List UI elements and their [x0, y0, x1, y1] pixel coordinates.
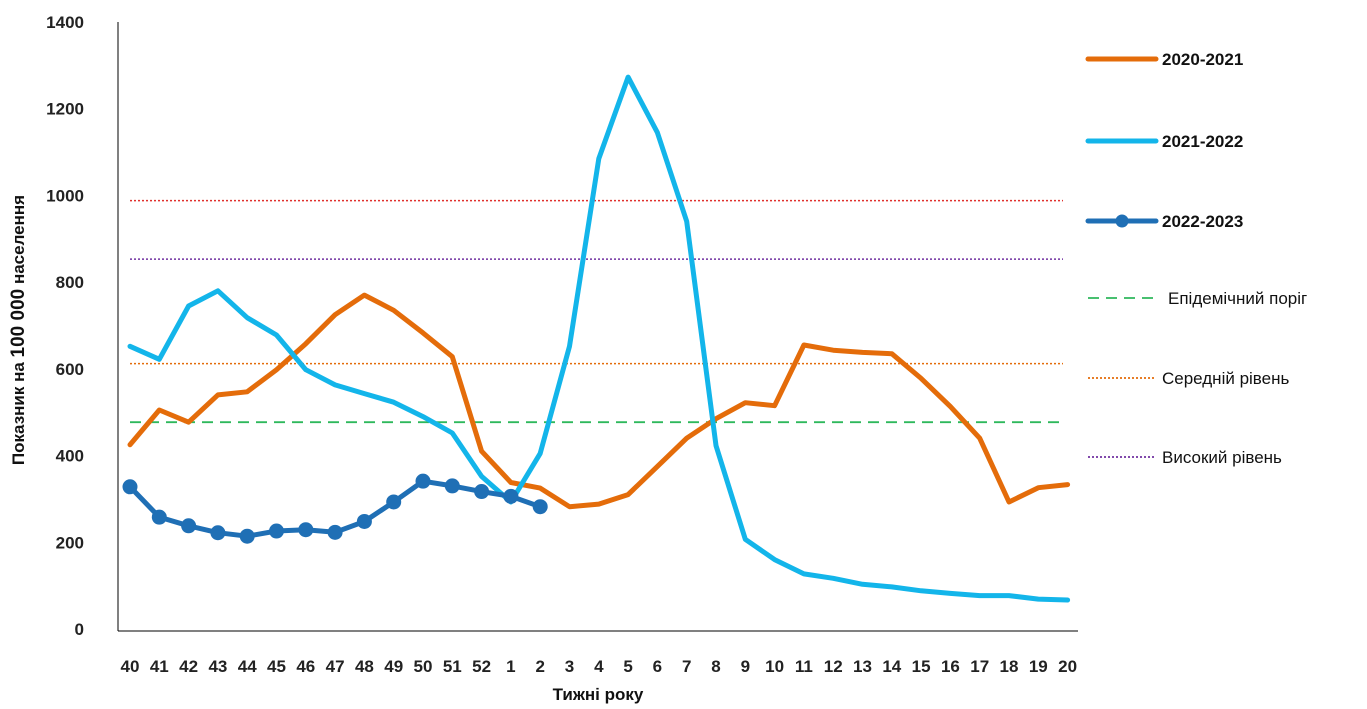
y-tick-label: 800 [56, 273, 84, 292]
data-point [415, 473, 431, 489]
x-tick-label: 13 [853, 657, 872, 676]
data-point [239, 528, 255, 544]
x-tick-label: 8 [711, 657, 720, 676]
threshold-lines [130, 199, 1063, 424]
x-tick-label: 44 [238, 657, 257, 676]
x-tick-label: 48 [355, 657, 374, 676]
data-point [474, 484, 490, 500]
legend-label: Середній рівень [1162, 369, 1289, 388]
x-tick-label: 3 [565, 657, 574, 676]
x-tick-label: 45 [267, 657, 286, 676]
legend-marker [1115, 214, 1129, 228]
y-tick-label: 600 [56, 360, 84, 379]
y-tick-label: 0 [75, 620, 84, 639]
data-point [122, 479, 138, 495]
data-point [356, 513, 372, 529]
x-tick-label: 20 [1058, 657, 1077, 676]
x-tick-label: 42 [179, 657, 198, 676]
x-axis-title: Тижні року [553, 685, 644, 704]
x-tick-label: 16 [941, 657, 960, 676]
x-tick-label: 18 [1000, 657, 1019, 676]
data-point [532, 499, 548, 515]
x-tick-label: 43 [208, 657, 227, 676]
x-tick-label: 19 [1029, 657, 1048, 676]
x-tick-label: 12 [824, 657, 843, 676]
x-tick-label: 4 [594, 657, 604, 676]
x-tick-label: 50 [414, 657, 433, 676]
x-tick-label: 47 [326, 657, 345, 676]
data-point [151, 509, 167, 525]
y-tick-label: 1400 [46, 13, 84, 32]
data-point [181, 518, 197, 534]
legend-label: 2020-2021 [1162, 50, 1243, 69]
y-tick-label: 1200 [46, 100, 84, 119]
x-tick-label: 9 [741, 657, 750, 676]
series-lines [122, 74, 1071, 603]
y-axis-title-prefix: Показник на [9, 357, 28, 465]
x-tick-label: 46 [296, 657, 315, 676]
legend-label: Високий рівень [1162, 448, 1282, 467]
data-point [503, 488, 519, 504]
x-tick-labels: 40 41 42 43 44 45 46 47 48 49 50 51 52 1 2 3 4 5 6 7 8 9 10 11 1… [121, 657, 1078, 676]
legend-label: Епідемічний поріг [1168, 289, 1307, 308]
data-point [386, 494, 402, 510]
legend: 2020-2021 2021-2022 2022-2023 Епідемічний п… [1085, 50, 1307, 467]
legend-label: 2021-2022 [1162, 132, 1243, 151]
data-point [210, 525, 226, 541]
x-tick-label: 10 [765, 657, 784, 676]
series-line [127, 74, 1071, 603]
x-tick-label: 15 [912, 657, 931, 676]
data-point [298, 522, 314, 538]
y-axis-title-number: 100 000 [8, 289, 29, 358]
legend-label: 2022-2023 [1162, 212, 1243, 231]
data-point [444, 478, 460, 494]
data-point [327, 524, 343, 540]
y-tick-labels: 0 200 400 600 800 1000 1200 1400 [46, 13, 84, 639]
x-tick-label: 14 [882, 657, 901, 676]
y-axis-title-suffix: населення [9, 195, 28, 289]
x-tick-label: 49 [384, 657, 403, 676]
x-tick-label: 7 [682, 657, 691, 676]
x-tick-label: 1 [506, 657, 515, 676]
x-tick-label: 40 [121, 657, 140, 676]
y-tick-label: 200 [56, 533, 84, 552]
data-point [269, 523, 284, 539]
x-tick-label: 5 [623, 657, 632, 676]
series-line [127, 292, 1071, 510]
x-tick-label: 52 [472, 657, 491, 676]
y-tick-label: 400 [56, 447, 84, 466]
x-tick-label: 41 [150, 657, 169, 676]
x-tick-label: 2 [535, 657, 544, 676]
x-tick-label: 6 [653, 657, 662, 676]
x-tick-label: 11 [795, 657, 813, 676]
y-tick-label: 1000 [46, 186, 84, 205]
x-tick-label: 51 [443, 657, 462, 676]
y-axis-title: Показник на 100 000 населення [8, 195, 29, 465]
x-tick-label: 17 [970, 657, 989, 676]
